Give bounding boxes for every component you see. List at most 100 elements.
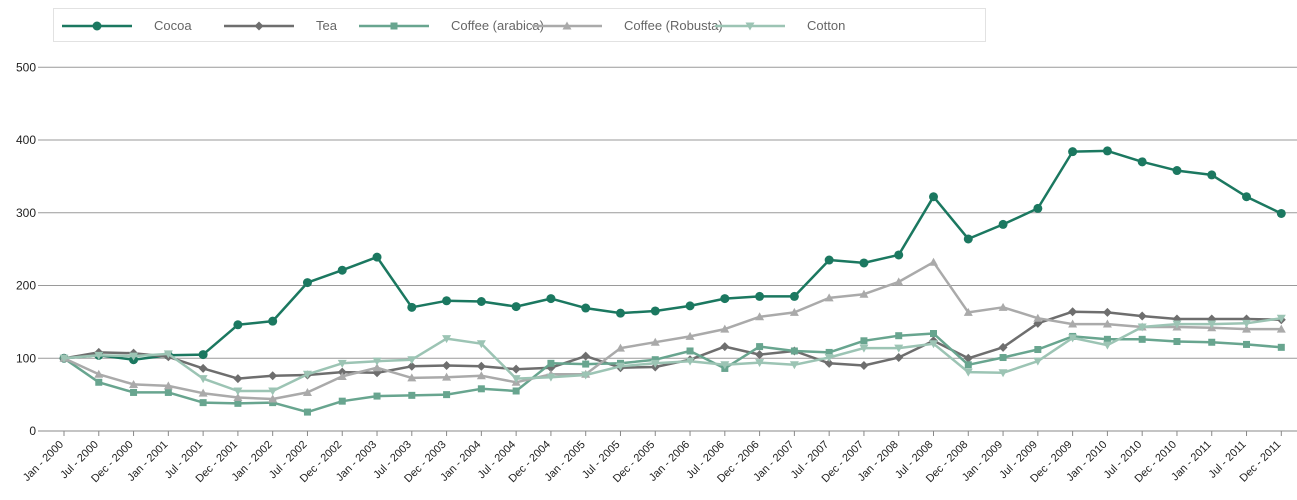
data-point: [755, 350, 765, 360]
data-point: [129, 379, 139, 388]
data-point: [650, 337, 660, 346]
data-point: [1102, 341, 1112, 350]
data-point: [790, 347, 798, 355]
data-point: [372, 357, 382, 366]
y-tick-label: 400: [16, 133, 36, 147]
data-point: [442, 361, 452, 371]
data-point: [756, 343, 764, 351]
data-point: [233, 387, 243, 396]
legend-label: Coffee (arabica): [451, 18, 544, 33]
legend-swatch: [359, 22, 429, 30]
legend-label: Coffee (Robusta): [624, 18, 723, 33]
data-point: [1276, 208, 1286, 218]
data-point: [755, 312, 765, 321]
data-point: [233, 320, 243, 330]
data-point: [1103, 335, 1111, 343]
data-point: [1243, 340, 1251, 348]
data-point: [1068, 147, 1078, 157]
y-tick-label: 300: [16, 206, 36, 220]
data-point: [720, 342, 730, 352]
data-point: [824, 255, 834, 265]
data-point: [685, 301, 695, 311]
data-point: [130, 388, 138, 396]
data-point: [859, 344, 869, 353]
data-point: [929, 257, 938, 266]
data-point: [1068, 307, 1078, 317]
legend-marker: [254, 21, 264, 31]
y-tick-label: 100: [16, 351, 36, 365]
data-point: [860, 337, 868, 345]
data-point: [337, 371, 347, 380]
data-point: [408, 391, 416, 399]
data-point: [302, 278, 312, 288]
data-point: [511, 364, 521, 374]
data-point: [1137, 311, 1147, 321]
data-point: [338, 397, 346, 405]
data-point: [650, 306, 660, 316]
data-point: [547, 359, 555, 367]
legend-marker: [562, 21, 572, 30]
data-point: [1068, 319, 1078, 328]
data-point: [234, 399, 242, 407]
data-point: [198, 350, 208, 360]
series-coffee-arabica: [60, 330, 1285, 416]
data-point: [302, 387, 312, 396]
legend: Cocoa Tea Coffee (arabica) Coffee (Robusta)…: [53, 8, 986, 42]
data-point: [268, 371, 278, 381]
data-point: [964, 361, 972, 369]
data-point: [337, 359, 347, 368]
data-point: [895, 332, 903, 340]
legend-marker: [390, 22, 398, 30]
data-point: [1207, 320, 1217, 329]
data-point: [268, 387, 278, 396]
data-point: [615, 308, 625, 318]
data-point: [95, 378, 103, 386]
data-point: [1242, 324, 1252, 333]
data-point: [94, 351, 104, 360]
data-point: [963, 234, 973, 244]
data-point: [476, 361, 486, 371]
data-point: [1033, 313, 1043, 322]
data-point: [963, 307, 973, 316]
data-point: [998, 302, 1008, 311]
series-cotton: [59, 314, 1286, 396]
data-point: [268, 394, 278, 403]
legend-swatch: [715, 22, 785, 31]
data-point: [720, 294, 730, 304]
data-point: [407, 356, 417, 365]
data-point: [963, 368, 973, 377]
data-point: [1276, 314, 1286, 323]
gridlines: [38, 66, 1297, 432]
data-point: [930, 330, 937, 338]
data-point: [233, 374, 243, 384]
legend-label: Cotton: [807, 18, 846, 33]
legend-swatch: [532, 21, 602, 30]
data-point: [59, 354, 69, 363]
data-point: [477, 385, 485, 393]
data-point: [337, 265, 347, 275]
data-point: [373, 392, 381, 400]
data-point: [199, 399, 207, 407]
data-point: [407, 361, 417, 371]
data-point: [859, 289, 869, 298]
legend-swatch: [62, 21, 132, 31]
data-point: [581, 351, 591, 361]
y-tick-label: 200: [16, 279, 36, 293]
data-point: [581, 371, 591, 380]
series-line-tea: [63, 310, 1282, 380]
data-point: [998, 342, 1008, 352]
data-point: [268, 316, 278, 326]
data-point: [372, 363, 382, 372]
data-point: [1173, 338, 1181, 346]
data-point: [720, 324, 730, 333]
data-point: [929, 340, 938, 349]
data-point: [443, 391, 451, 399]
data-point: [1207, 170, 1217, 180]
data-point: [164, 388, 172, 396]
data-point: [1102, 319, 1112, 328]
y-tick-label: 0: [29, 424, 36, 438]
data-point: [1208, 338, 1216, 346]
data-point: [685, 357, 695, 366]
y-tick-label: 500: [16, 60, 36, 74]
data-point: [1137, 157, 1147, 167]
